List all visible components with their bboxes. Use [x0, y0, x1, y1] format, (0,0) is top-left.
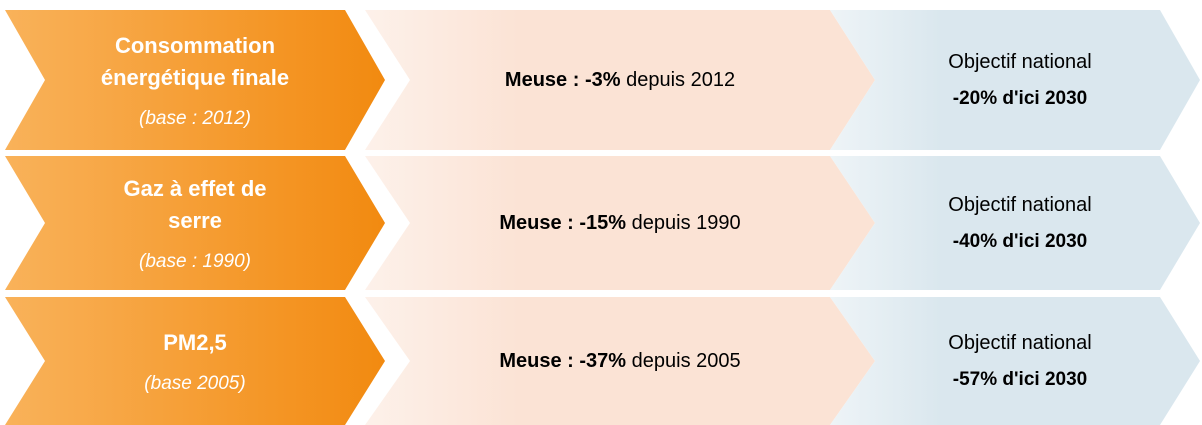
base: (base : 2012) — [139, 108, 251, 129]
meuse-line: Meuse : -15% depuis 1990 — [499, 212, 740, 235]
meuse-label: Meuse : — [504, 68, 580, 91]
meuse-value: -3% — [584, 68, 621, 91]
objective-value: -40% d'ici 2030 — [952, 230, 1088, 252]
meuse-box: Meuse : -37% depuis 2005 — [410, 297, 830, 425]
meuse-label: Meuse : — [499, 349, 574, 372]
meuse-text: depuis 1990 — [631, 211, 741, 234]
label-line: Gaz à effet de — [123, 176, 267, 201]
objective-box: Objectif national -40% d'ici 2030 — [875, 156, 1165, 290]
label-line: PM2,5 — [163, 330, 227, 355]
objective-title: Objectif national — [948, 331, 1092, 354]
orange-chevron — [5, 156, 385, 290]
meuse-box: Meuse : -3% depuis 2012 — [410, 10, 830, 150]
meuse-text: depuis 2005 — [631, 349, 741, 372]
label-box: Gaz à effet de serre (base : 1990) — [45, 156, 345, 290]
label-line: Consommation — [114, 33, 276, 58]
blue-chevron — [830, 297, 1200, 425]
label-line: énergétique finale — [100, 65, 290, 90]
pink-chevron — [365, 156, 875, 290]
base: (base : 1990) — [139, 251, 251, 272]
objective-box: Objectif national -20% d'ici 2030 — [875, 10, 1165, 150]
orange-chevron — [5, 10, 385, 150]
label-box: Consommation énergétique finale (base : 20… — [45, 10, 345, 150]
base: (base 2005) — [144, 373, 246, 394]
label-box: PM2,5 (base 2005) — [45, 297, 345, 425]
meuse-value: -37% — [579, 349, 627, 372]
pink-chevron — [365, 297, 875, 425]
objective-title: Objectif national — [948, 193, 1092, 216]
objective-value: -20% d'ici 2030 — [952, 87, 1088, 109]
meuse-box: Meuse : -15% depuis 1990 — [410, 156, 830, 290]
blue-chevron — [830, 10, 1200, 150]
meuse-text: depuis 2012 — [626, 68, 736, 91]
meuse-line: Meuse : -37% depuis 2005 — [499, 350, 740, 373]
orange-chevron — [5, 297, 385, 425]
objective-box: Objectif national -57% d'ici 2030 — [875, 297, 1165, 425]
meuse-line: Meuse : -3% depuis 2012 — [505, 69, 735, 92]
objective-value: -57% d'ici 2030 — [952, 368, 1088, 390]
pink-chevron — [365, 10, 875, 150]
objective-title: Objectif national — [948, 50, 1092, 73]
label-line: serre — [168, 208, 222, 233]
meuse-label: Meuse : — [499, 211, 574, 234]
meuse-value: -15% — [579, 211, 627, 234]
blue-chevron — [830, 156, 1200, 290]
